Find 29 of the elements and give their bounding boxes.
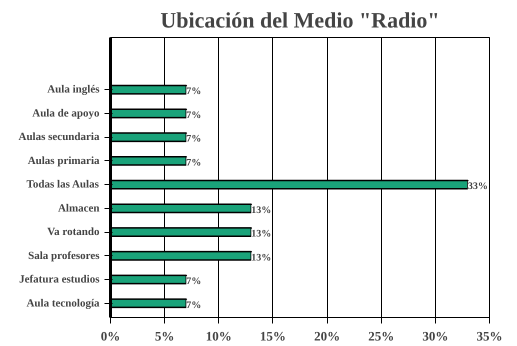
x-tick-label: 20% (314, 328, 340, 344)
x-tick-label: 10% (206, 328, 232, 344)
data-label: 7% (186, 110, 202, 121)
y-tick-label: Aula tecnología (26, 297, 100, 310)
y-tick-label: Aula inglés (47, 84, 100, 96)
x-tick-label: 0% (100, 328, 120, 344)
x-tick-label: 30% (422, 328, 448, 344)
y-tick-label: Aulas primaria (28, 154, 100, 167)
y-tick-label: Va rotando (47, 226, 100, 238)
data-label: 7% (186, 134, 202, 145)
y-tick-label: Aula de apoyo (32, 107, 100, 120)
y-tick-label: Jefatura estudios (19, 274, 100, 286)
y-tick-label: Almacen (58, 202, 100, 214)
data-label: 7% (186, 157, 202, 168)
data-label: 13% (251, 252, 272, 264)
x-tick-label: 5% (154, 328, 174, 344)
data-label: 7% (186, 86, 202, 98)
x-tick-label: 25% (368, 328, 394, 344)
data-label: 13% (251, 204, 272, 216)
data-label: 7% (186, 300, 202, 311)
data-label: 33% (468, 181, 488, 192)
data-label: 7% (186, 276, 202, 288)
y-tick-label: Sala profesores (28, 250, 100, 262)
data-label: 13% (251, 228, 272, 240)
x-tick-label: 35% (476, 328, 502, 344)
y-tick-label: Todas las Aulas (26, 178, 100, 191)
y-tick-label: Aulas secundaria (18, 131, 100, 144)
x-tick-label: 15% (260, 328, 286, 344)
chart-title: Ubicación del Medio "Radio" (160, 8, 440, 32)
